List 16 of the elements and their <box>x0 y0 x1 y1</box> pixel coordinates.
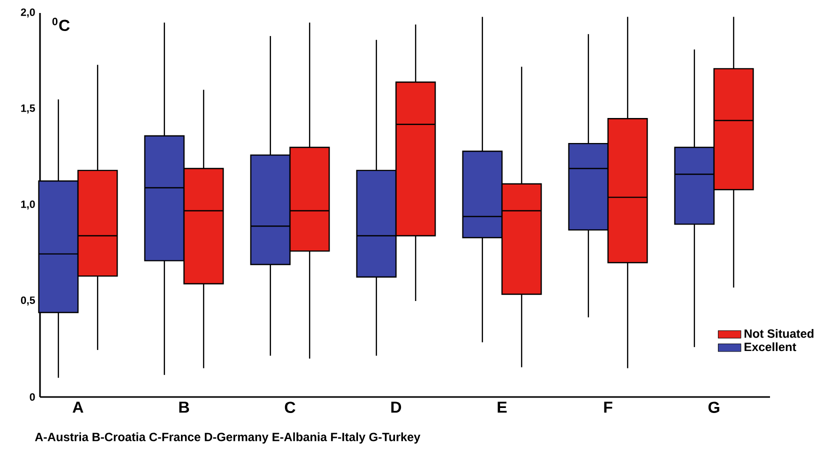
x-tick-label: F <box>604 402 612 413</box>
y-tick-label: 0 <box>30 393 35 401</box>
y-tick-label: 1,0 <box>21 200 35 210</box>
y-tick-label: 1,5 <box>21 104 35 114</box>
y-tick-label: 2,0 <box>20 8 35 18</box>
x-tick-label: G <box>708 402 720 413</box>
y-tick-label: 0,5 <box>20 296 35 306</box>
y-axis-title: $^{0}$C <box>52 18 70 32</box>
text: A-Austria B-Croatia C-France D-Germany E-Albania F-Italy G-Turkey <box>34 432 420 444</box>
x-tick-label: E <box>498 402 507 413</box>
legend-label: Excellent <box>744 342 796 352</box>
x-tick-label: B <box>179 402 190 413</box>
x-tick-label: D <box>391 402 402 413</box>
x-tick-label: C <box>284 402 296 413</box>
x-tick-label: A <box>72 402 84 413</box>
legend-label: Not Situated <box>744 329 814 338</box>
